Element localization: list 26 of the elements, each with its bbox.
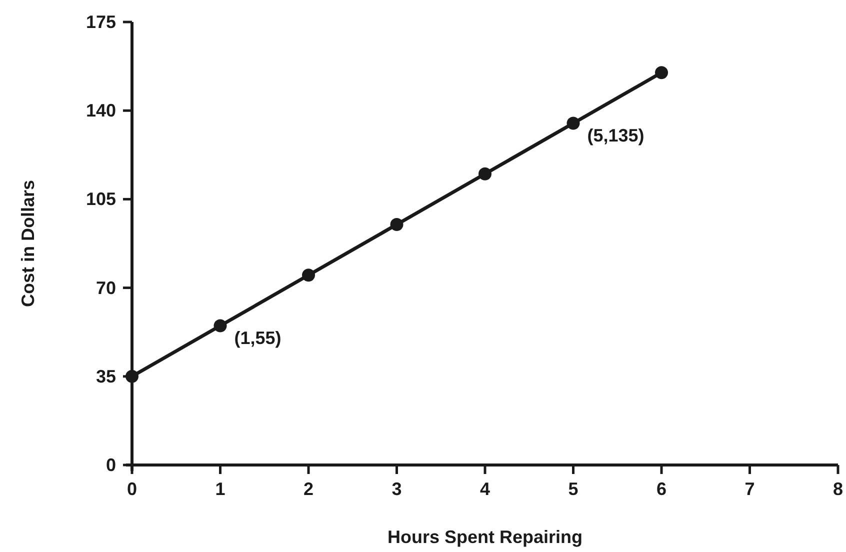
point — [478, 167, 492, 180]
y-tick-label: 105 — [86, 189, 116, 210]
x-tick-label: 8 — [832, 479, 844, 499]
x-tick-label: 0 — [126, 479, 138, 499]
x-tick-label: 1 — [215, 479, 226, 499]
x-tick-label: 6 — [656, 479, 667, 499]
y-tick-label: 35 — [96, 366, 116, 386]
y-tick-label: 70 — [96, 278, 116, 298]
point — [566, 116, 580, 130]
y-tick-label: 0 — [106, 455, 116, 475]
x-tick-label: 7 — [744, 479, 755, 499]
annotation: (1,55) — [234, 328, 282, 348]
x-tick-label: 2 — [303, 479, 314, 499]
y-tick-label: 175 — [86, 12, 116, 32]
point — [214, 319, 227, 332]
point — [302, 268, 315, 282]
x-axis-title: Hours Spent Repairing — [387, 527, 583, 547]
x-tick-label: 4 — [480, 479, 490, 499]
x-tick-label: 3 — [392, 479, 402, 499]
point — [390, 218, 404, 232]
point — [126, 370, 138, 383]
y-axis-title: Cost in Dollars — [18, 180, 38, 308]
point — [655, 66, 668, 80]
annotation: (5,135) — [587, 125, 644, 146]
y-tick-label: 140 — [86, 100, 116, 121]
x-tick-label: 5 — [568, 479, 578, 499]
